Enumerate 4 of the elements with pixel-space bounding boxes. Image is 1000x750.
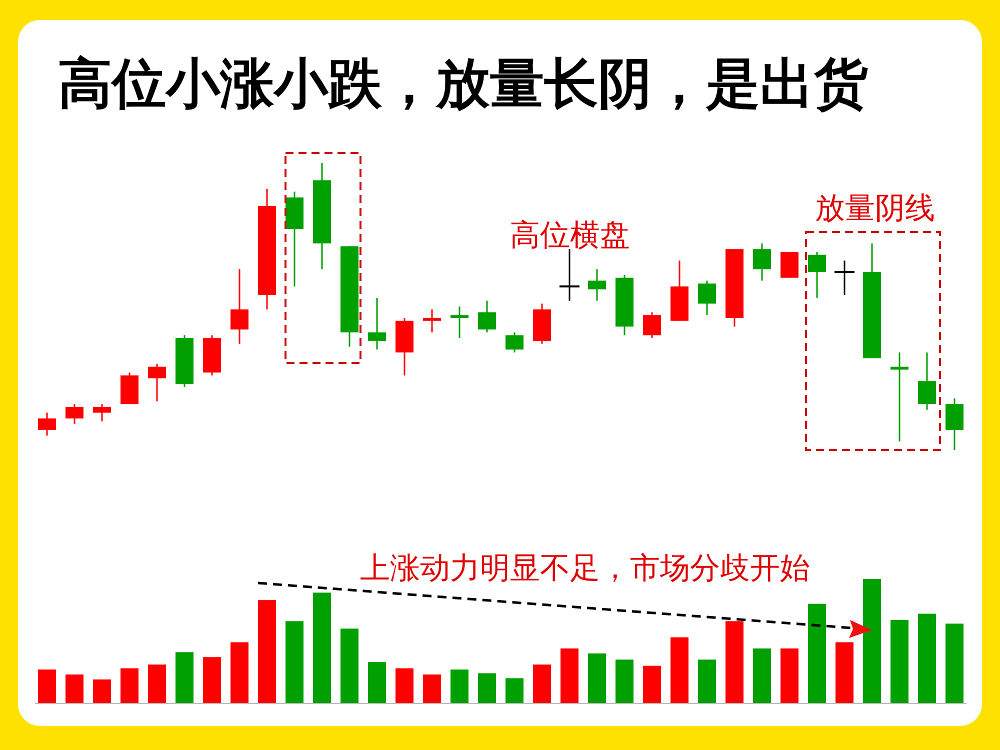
annotation: 高位横盘 [510, 218, 630, 253]
annotation: 放量阴线 [815, 191, 935, 226]
chart-title: 高位小涨小跌，放量长阴，是出货 [58, 52, 868, 115]
annotation: 上涨动力明显不足，市场分歧开始 [360, 551, 810, 586]
